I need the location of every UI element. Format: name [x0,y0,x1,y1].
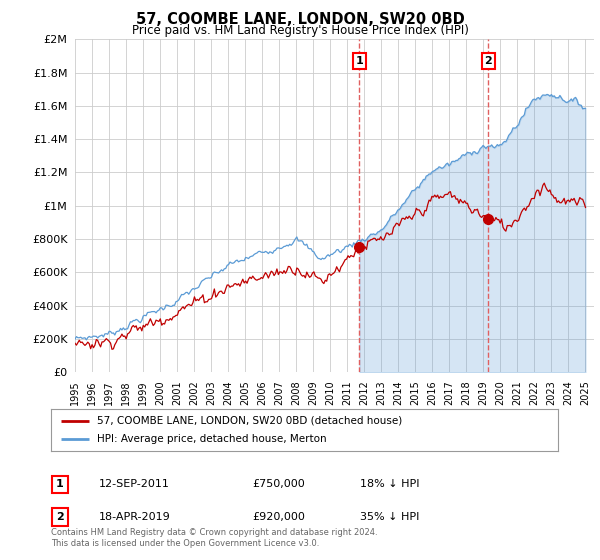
Text: 2: 2 [485,56,493,66]
Text: 1: 1 [56,479,64,489]
Text: £920,000: £920,000 [252,512,305,522]
Text: 18% ↓ HPI: 18% ↓ HPI [360,479,419,489]
Text: 35% ↓ HPI: 35% ↓ HPI [360,512,419,522]
Text: Price paid vs. HM Land Registry's House Price Index (HPI): Price paid vs. HM Land Registry's House … [131,24,469,36]
Text: 12-SEP-2011: 12-SEP-2011 [99,479,170,489]
Text: Contains HM Land Registry data © Crown copyright and database right 2024.
This d: Contains HM Land Registry data © Crown c… [51,528,377,548]
Text: 18-APR-2019: 18-APR-2019 [99,512,171,522]
Text: 57, COOMBE LANE, LONDON, SW20 0BD (detached house): 57, COOMBE LANE, LONDON, SW20 0BD (detac… [97,416,402,426]
Text: 1: 1 [355,56,363,66]
Text: £750,000: £750,000 [252,479,305,489]
Text: HPI: Average price, detached house, Merton: HPI: Average price, detached house, Mert… [97,434,326,444]
Text: 57, COOMBE LANE, LONDON, SW20 0BD: 57, COOMBE LANE, LONDON, SW20 0BD [136,12,464,27]
Text: 2: 2 [56,512,64,522]
